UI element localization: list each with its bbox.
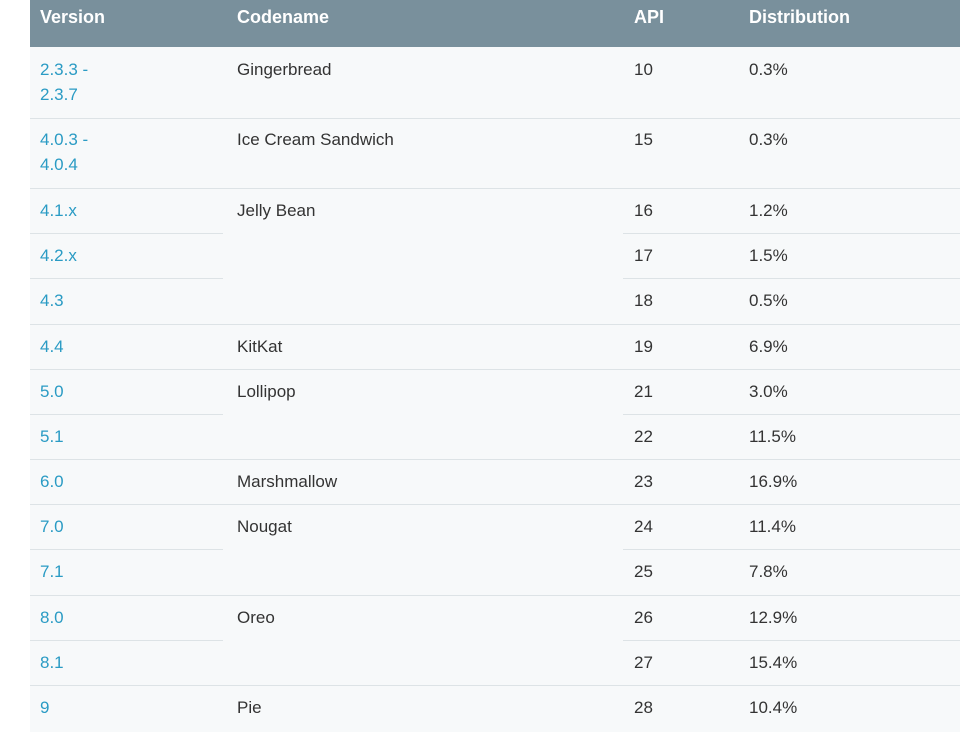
table-body: 2.3.3 - 2.3.7 Gingerbread 10 0.3% 4.0.3 - 4.…: [30, 47, 960, 732]
row-divider: [30, 188, 960, 189]
distribution-table: Version Codename API Distribution 2.3.3 …: [30, 0, 960, 732]
distribution-cell: 3.0%: [749, 382, 788, 401]
codename-cell: Oreo: [237, 608, 275, 627]
api-cell: 17: [634, 246, 653, 265]
row-divider: [30, 640, 223, 641]
api-cell: 10: [634, 60, 653, 79]
version-link[interactable]: 4.2.x: [40, 246, 77, 265]
codename-cell: Pie: [237, 698, 262, 717]
distribution-cell: 11.4%: [749, 517, 796, 536]
version-link[interactable]: 5.1: [40, 427, 64, 446]
codename-cell: Gingerbread: [237, 60, 332, 79]
row-divider: [623, 278, 960, 279]
row-divider: [623, 233, 960, 234]
distribution-cell: 6.9%: [749, 337, 788, 356]
api-cell: 26: [634, 608, 653, 627]
version-link[interactable]: 7.0: [40, 517, 64, 536]
version-link[interactable]: 4.0.3 - 4.0.4: [40, 130, 89, 174]
row-divider: [30, 278, 223, 279]
header-api: API: [634, 7, 665, 27]
codename-cell: Lollipop: [237, 382, 296, 401]
version-link[interactable]: 4.3: [40, 291, 64, 310]
codename-cell: Ice Cream Sandwich: [237, 130, 394, 149]
codename-cell: Jelly Bean: [237, 201, 316, 220]
version-link[interactable]: 9: [40, 698, 50, 717]
api-cell: 18: [634, 291, 653, 310]
api-cell: 28: [634, 698, 653, 717]
codename-cell: Marshmallow: [237, 472, 338, 491]
row-divider: [30, 369, 960, 370]
table-header: Version Codename API Distribution: [30, 0, 960, 47]
api-cell: 15: [634, 130, 653, 149]
version-link[interactable]: 8.0: [40, 608, 64, 627]
distribution-cell: 7.8%: [749, 562, 788, 581]
row-divider: [30, 504, 960, 505]
api-cell: 25: [634, 562, 653, 581]
codename-cell: Nougat: [237, 517, 292, 536]
row-divider: [30, 595, 960, 596]
distribution-cell: 0.3%: [749, 130, 788, 149]
row-divider: [30, 233, 223, 234]
distribution-cell: 11.5%: [749, 427, 796, 446]
row-divider: [30, 459, 960, 460]
api-cell: 19: [634, 337, 653, 356]
row-divider: [30, 549, 223, 550]
version-link[interactable]: 2.3.3 - 2.3.7: [40, 60, 89, 104]
header-version: Version: [40, 7, 106, 27]
row-divider: [30, 414, 223, 415]
row-divider: [623, 414, 960, 415]
api-cell: 23: [634, 472, 653, 491]
row-divider: [623, 549, 960, 550]
distribution-cell: 1.5%: [749, 246, 788, 265]
api-cell: 16: [634, 201, 653, 220]
api-cell: 22: [634, 427, 653, 446]
version-link[interactable]: 7.1: [40, 562, 64, 581]
distribution-cell: 0.5%: [749, 291, 788, 310]
header-codename: Codename: [237, 7, 330, 27]
version-link[interactable]: 4.1.x: [40, 201, 77, 220]
version-link[interactable]: 4.4: [40, 337, 64, 356]
distribution-cell: 0.3%: [749, 60, 788, 79]
row-divider: [30, 685, 960, 686]
api-cell: 21: [634, 382, 653, 401]
header-distribution: Distribution: [749, 7, 850, 27]
row-divider: [30, 118, 960, 119]
version-link[interactable]: 5.0: [40, 382, 64, 401]
codename-cell: KitKat: [237, 337, 283, 356]
api-cell: 27: [634, 653, 653, 672]
version-link[interactable]: 8.1: [40, 653, 64, 672]
distribution-cell: 12.9%: [749, 608, 798, 627]
row-divider: [30, 324, 960, 325]
distribution-cell: 15.4%: [749, 653, 798, 672]
distribution-cell: 16.9%: [749, 472, 798, 491]
distribution-cell: 10.4%: [749, 698, 798, 717]
row-divider: [623, 640, 960, 641]
api-cell: 24: [634, 517, 653, 536]
version-link[interactable]: 6.0: [40, 472, 64, 491]
distribution-cell: 1.2%: [749, 201, 788, 220]
